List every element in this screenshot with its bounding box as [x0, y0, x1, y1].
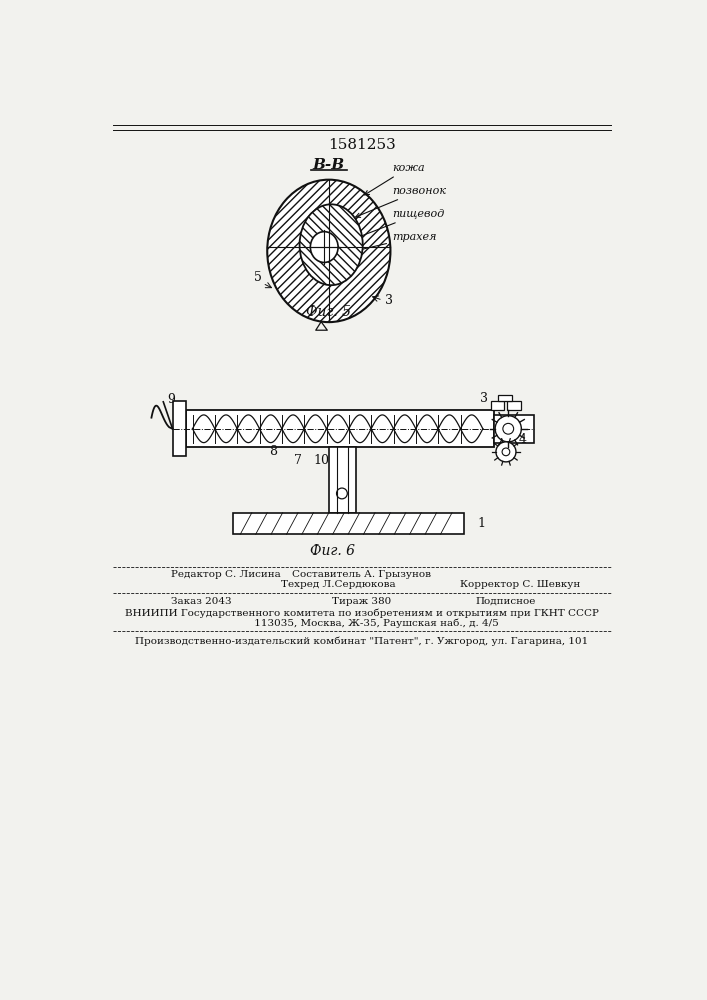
Text: Составитель А. Грызунов: Составитель А. Грызунов — [293, 570, 431, 579]
Text: пищевод: пищевод — [346, 209, 444, 242]
Circle shape — [496, 442, 516, 462]
Text: ВНИИПИ Государственного комитета по изобретениям и открытиям при ГКНТ СССР: ВНИИПИ Государственного комитета по изоб… — [125, 608, 599, 618]
Text: В-В: В-В — [312, 158, 345, 172]
Text: Фиг. 6: Фиг. 6 — [310, 544, 355, 558]
Text: 1581253: 1581253 — [328, 138, 396, 152]
Text: Подписное: Подписное — [476, 597, 536, 606]
Text: 3: 3 — [385, 294, 393, 307]
Text: 4: 4 — [519, 433, 527, 446]
Bar — [233, 513, 464, 534]
Bar — [494, 415, 534, 443]
Bar — [329, 447, 356, 513]
Text: 113035, Москва, Ж-35, Раушская наб., д. 4/5: 113035, Москва, Ж-35, Раушская наб., д. … — [225, 619, 499, 628]
Bar — [173, 401, 187, 456]
Text: Заказ 2043: Заказ 2043 — [171, 597, 232, 606]
Text: Производственно-издательский комбинат "Патент", г. Ужгород, ул. Гагарина, 101: Производственно-издательский комбинат "П… — [135, 637, 588, 646]
Text: 5: 5 — [254, 271, 262, 284]
Bar — [187, 410, 494, 447]
Text: 8: 8 — [269, 445, 276, 458]
Text: Техред Л.Сердюкова: Техред Л.Сердюкова — [281, 580, 396, 589]
Bar — [498, 395, 512, 401]
Text: Тираж 380: Тираж 380 — [332, 597, 392, 606]
Bar — [491, 401, 504, 410]
Text: 9: 9 — [167, 393, 175, 406]
Text: Фиг. 5: Фиг. 5 — [306, 306, 351, 320]
Text: 3: 3 — [480, 392, 489, 405]
Text: Корректор С. Шевкун: Корректор С. Шевкун — [460, 580, 580, 589]
Text: 1: 1 — [477, 517, 485, 530]
Text: 10: 10 — [313, 454, 329, 467]
Circle shape — [495, 416, 521, 442]
Text: 7: 7 — [294, 454, 302, 467]
Bar — [508, 401, 521, 410]
Ellipse shape — [267, 180, 390, 322]
Ellipse shape — [300, 204, 363, 285]
Text: Редактор С. Лисина: Редактор С. Лисина — [171, 570, 281, 579]
Text: трахея: трахея — [343, 232, 436, 255]
Text: кожа: кожа — [365, 163, 425, 195]
Text: позвонок: позвонок — [356, 186, 446, 217]
Ellipse shape — [310, 232, 338, 262]
